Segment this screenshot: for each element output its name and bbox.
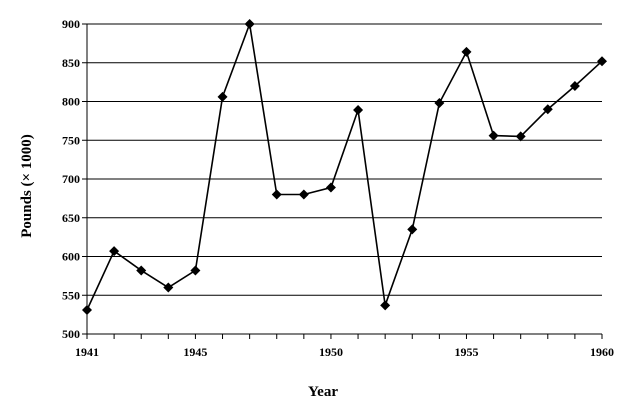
data-point-1945 xyxy=(190,265,201,276)
x-axis-title: Year xyxy=(308,384,338,400)
x-tick-label: 1945 xyxy=(183,345,207,359)
data-point-1947 xyxy=(244,19,255,29)
axes xyxy=(82,23,603,339)
data-point-1950 xyxy=(325,182,336,193)
x-tick-label: 1955 xyxy=(454,345,478,359)
y-tick-label: 650 xyxy=(62,211,80,225)
data-point-1956 xyxy=(488,130,499,141)
data-point-1951 xyxy=(353,105,364,116)
y-tick-label: 600 xyxy=(62,250,80,264)
y-tick-labels: 500 550 600 650 700 750 800 850 900 xyxy=(62,17,80,341)
data-point-1958 xyxy=(542,104,553,115)
y-tick-label: 850 xyxy=(62,56,80,70)
y-axis-title: Pounds (× 1000) xyxy=(19,134,35,238)
data-point-1944 xyxy=(163,282,174,293)
data-point-1949 xyxy=(298,189,309,200)
data-point-1955 xyxy=(461,46,472,57)
y-tick-label: 550 xyxy=(62,288,80,302)
data-point-1960 xyxy=(597,56,607,67)
data-point-1946 xyxy=(217,91,228,102)
data-point-1943 xyxy=(136,265,147,276)
y-tick-label: 500 xyxy=(62,327,80,341)
data-point-1957 xyxy=(515,131,526,142)
x-tick-label: 1960 xyxy=(590,345,614,359)
y-tick-label: 750 xyxy=(62,133,80,147)
x-tick-label: 1950 xyxy=(319,345,343,359)
series-line xyxy=(86,20,603,311)
y-tick-label: 900 xyxy=(62,17,80,31)
data-point-1942 xyxy=(109,246,120,257)
data-point-1959 xyxy=(569,81,580,91)
data-point-1952 xyxy=(380,300,391,311)
data-series xyxy=(82,19,607,315)
data-point-1953 xyxy=(407,224,418,235)
y-tick-label: 800 xyxy=(62,95,80,109)
x-tick-label: 1941 xyxy=(75,345,99,359)
data-point-1954 xyxy=(434,98,445,109)
data-point-1941 xyxy=(82,304,92,315)
data-point-1948 xyxy=(271,189,282,200)
y-tick-label: 700 xyxy=(62,172,80,186)
x-tick-labels: 1941 1945 1950 1955 1960 xyxy=(75,345,614,359)
grid-lines xyxy=(87,23,602,296)
